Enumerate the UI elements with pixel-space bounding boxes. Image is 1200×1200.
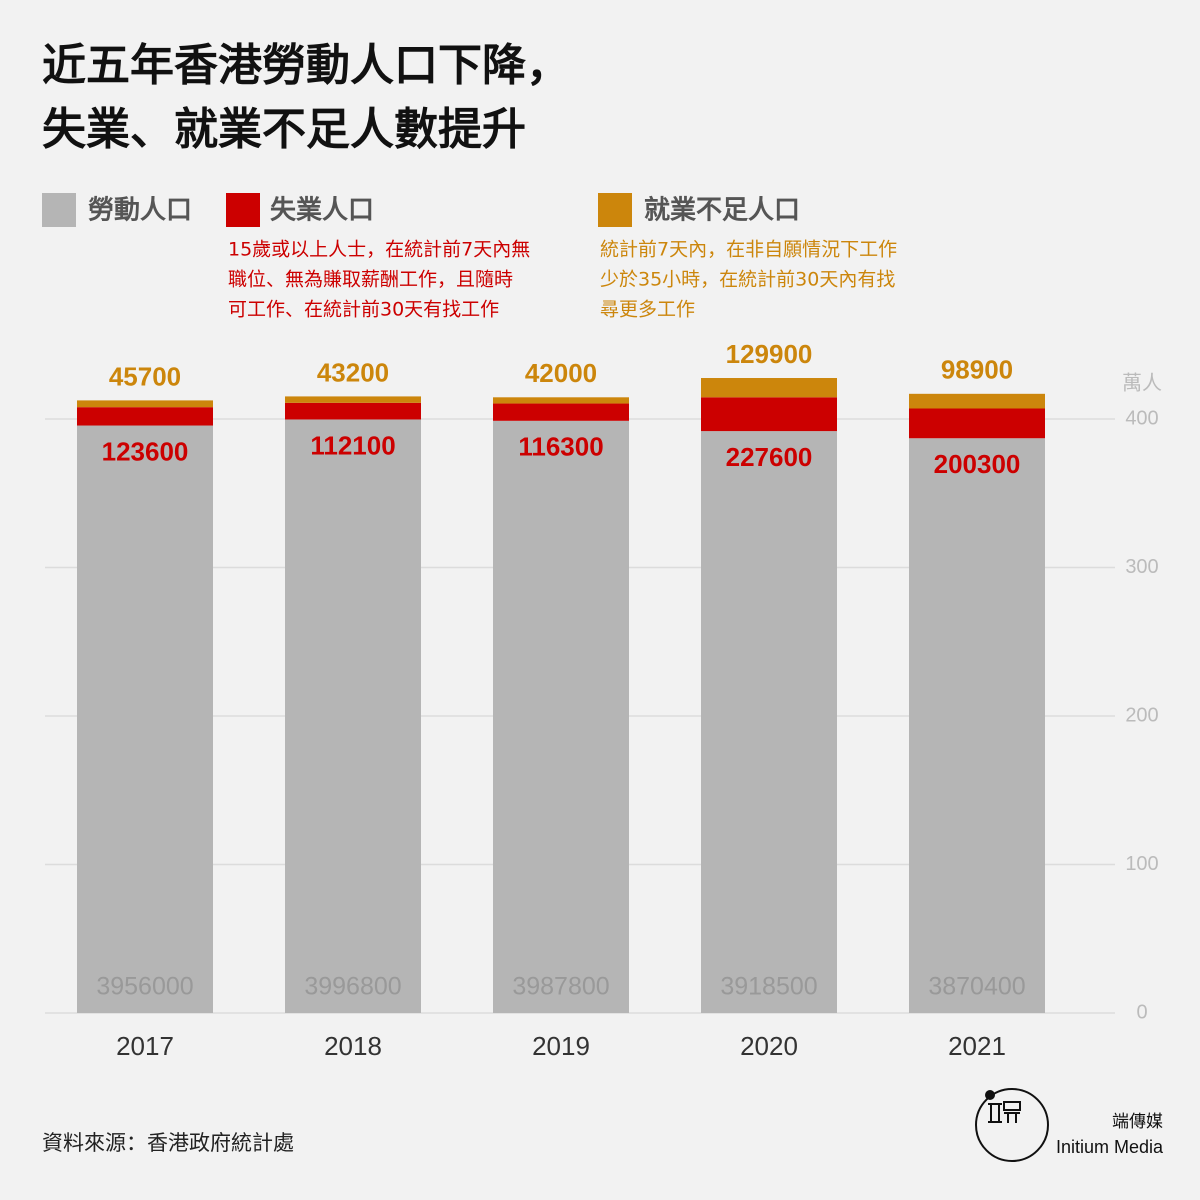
bar-segment xyxy=(701,431,837,1013)
chart-title: 失業、就業不足人數提升 xyxy=(42,104,526,155)
legend-note: 統計前7天內，在非自願情況下工作 xyxy=(600,239,897,261)
legend-swatch xyxy=(226,193,260,227)
value-label: 3987800 xyxy=(512,973,609,1001)
y-tick-label: 400 xyxy=(1125,407,1158,429)
y-tick-label: 0 xyxy=(1136,1001,1147,1023)
value-label: 112100 xyxy=(310,430,395,460)
value-label: 129900 xyxy=(726,339,813,369)
bar-segment xyxy=(701,397,837,432)
value-label: 42000 xyxy=(525,358,597,388)
value-label: 116300 xyxy=(518,432,603,462)
value-label: 98900 xyxy=(941,355,1013,385)
bar-segment xyxy=(493,397,629,404)
x-tick-label: 2021 xyxy=(948,1031,1006,1061)
bar-segment xyxy=(77,407,213,426)
bar-segment xyxy=(77,400,213,408)
bar-segment xyxy=(909,393,1045,409)
legend-label: 就業不足人口 xyxy=(644,196,800,226)
bar-segment xyxy=(701,378,837,398)
publisher-en: Initium Media xyxy=(1056,1137,1164,1157)
bar-segment xyxy=(285,396,421,403)
x-tick-label: 2019 xyxy=(532,1031,590,1061)
value-label: 3918500 xyxy=(720,973,817,1001)
legend-swatch xyxy=(42,193,76,227)
legend-swatch xyxy=(598,193,632,227)
bar-segment xyxy=(285,402,421,420)
chart-title: 近五年香港勞動人口下降， xyxy=(42,40,570,91)
y-tick-label: 300 xyxy=(1125,556,1158,578)
bar-segment xyxy=(285,419,421,1013)
legend-label: 勞動人口 xyxy=(88,196,192,226)
value-label: 45700 xyxy=(109,361,181,391)
legend-note: 15歲或以上人士，在統計前7天內無 xyxy=(228,239,530,261)
value-label: 3956000 xyxy=(96,973,193,1001)
value-label: 43200 xyxy=(317,357,389,387)
bar-segment xyxy=(909,408,1045,439)
legend-note: 職位、無為賺取薪酬工作，且隨時 xyxy=(228,269,513,291)
x-tick-label: 2020 xyxy=(740,1031,798,1061)
bar-segment xyxy=(493,403,629,421)
value-label: 200300 xyxy=(934,449,1021,479)
value-label: 3870400 xyxy=(928,973,1025,1001)
publisher-zh: 端傳媒 xyxy=(1112,1112,1163,1132)
value-label: 3996800 xyxy=(304,973,401,1001)
legend-note: 尋更多工作 xyxy=(600,299,695,321)
legend-label: 失業人口 xyxy=(270,196,374,226)
logo xyxy=(975,1088,1049,1162)
y-tick-label: 200 xyxy=(1125,704,1158,726)
bar-segment xyxy=(909,438,1045,1013)
legend-note: 少於35小時，在統計前30天內有找 xyxy=(600,269,895,291)
legend-note: 可工作、在統計前30天有找工作 xyxy=(228,299,499,321)
source: 資料來源：香港政府統計處 xyxy=(42,1131,294,1155)
x-tick-label: 2018 xyxy=(324,1031,382,1061)
value-label: 227600 xyxy=(726,442,813,472)
bar-segment xyxy=(77,425,213,1013)
value-label: 123600 xyxy=(102,436,189,466)
x-tick-label: 2017 xyxy=(116,1031,174,1061)
y-unit: 萬人 xyxy=(1122,371,1162,394)
bar-segment xyxy=(493,420,629,1013)
y-tick-label: 100 xyxy=(1125,853,1158,875)
